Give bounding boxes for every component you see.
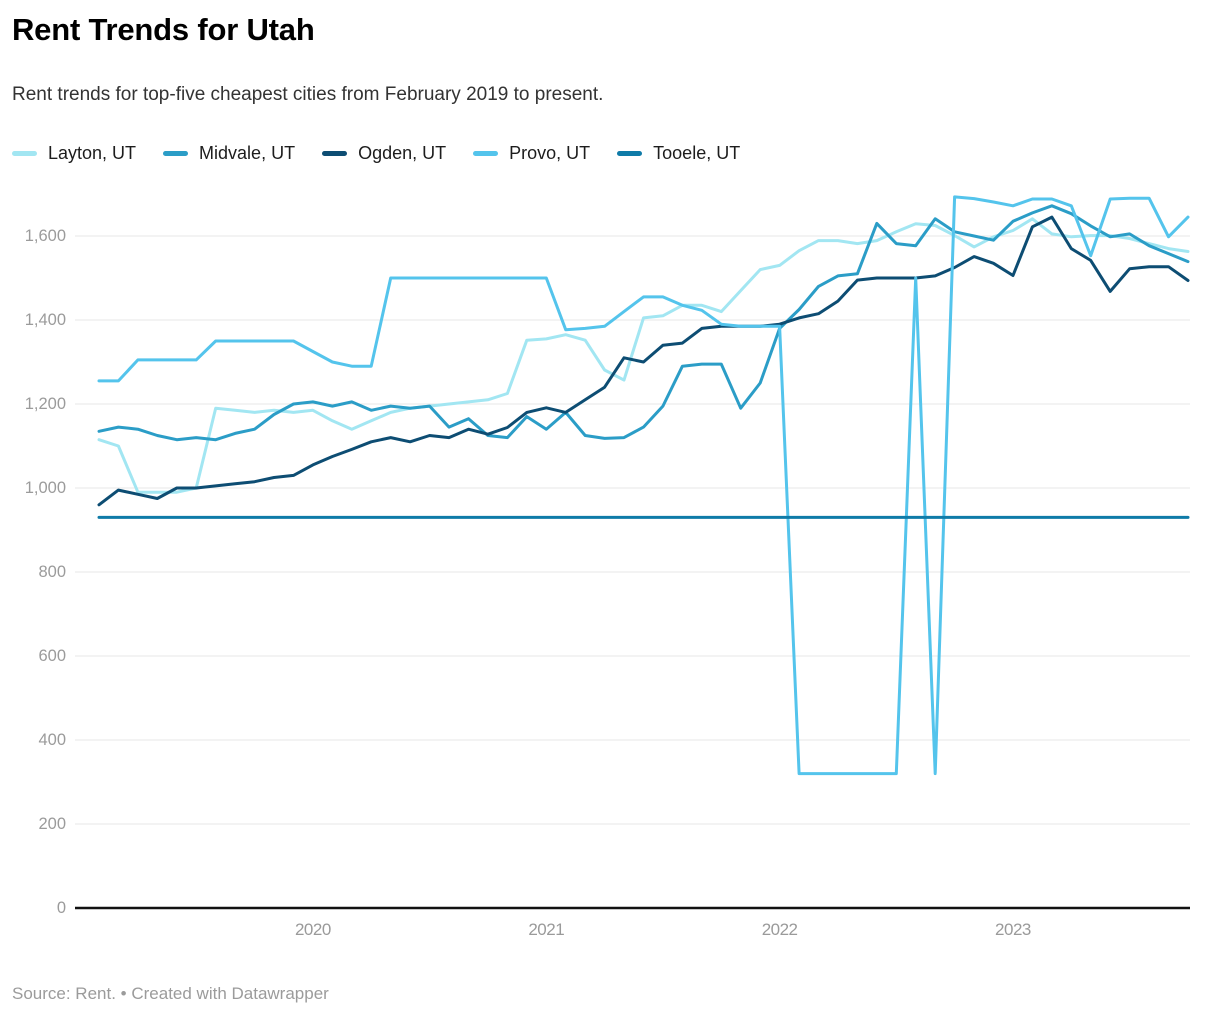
series-line-layton[interactable] xyxy=(97,217,1190,494)
legend-item-ogden: Ogden, UT xyxy=(322,143,446,164)
legend-swatch xyxy=(473,151,499,156)
series-line-midvale[interactable] xyxy=(97,204,1190,442)
y-tick-label: 800 xyxy=(38,563,66,581)
x-tick-label: 2020 xyxy=(294,920,331,939)
chart-legend: Layton, UT Midvale, UT Ogden, UT Provo, UT T… xyxy=(12,143,740,164)
y-tick-label: 1,200 xyxy=(24,395,66,413)
x-tick-label: 2023 xyxy=(995,920,1031,939)
y-tick-label: 1,600 xyxy=(24,227,66,245)
y-tick-label: 200 xyxy=(38,815,66,833)
legend-label: Tooele, UT xyxy=(653,143,741,163)
legend-item-layton: Layton, UT xyxy=(12,143,136,164)
chart-subtitle: Rent trends for top-five cheapest cities… xyxy=(12,84,604,105)
source-attribution: Source: Rent. • Created with Datawrapper xyxy=(12,984,329,1003)
legend-swatch xyxy=(617,151,643,156)
y-tick-label: 600 xyxy=(38,647,66,665)
y-tick-label: 1,000 xyxy=(24,479,66,497)
x-tick-label: 2022 xyxy=(761,920,798,939)
legend-label: Provo, UT xyxy=(509,143,591,163)
legend-label: Layton, UT xyxy=(48,143,137,163)
series-line-ogden[interactable] xyxy=(97,215,1190,507)
legend-label: Ogden, UT xyxy=(358,143,447,163)
y-tick-label: 1,400 xyxy=(24,311,66,329)
legend-label: Midvale, UT xyxy=(199,143,296,163)
legend-item-midvale: Midvale, UT xyxy=(163,143,295,164)
series-line-provo[interactable] xyxy=(97,195,1190,776)
legend-item-tooele: Tooele, UT xyxy=(617,143,740,164)
chart-title: Rent Trends for Utah xyxy=(12,12,315,47)
y-tick-label: 0 xyxy=(56,899,66,917)
y-tick-label: 400 xyxy=(38,731,66,749)
legend-swatch xyxy=(12,151,37,156)
x-tick-label: 2021 xyxy=(528,920,565,939)
legend-swatch xyxy=(322,151,348,156)
legend-swatch xyxy=(163,151,189,156)
legend-item-provo: Provo, UT xyxy=(473,143,590,164)
